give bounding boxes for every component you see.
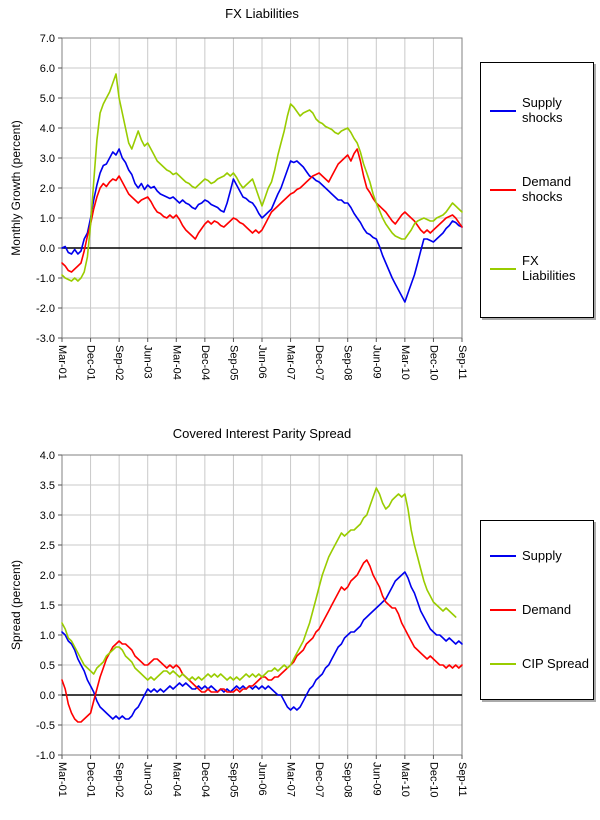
supply-shocks-line-sample bbox=[490, 109, 516, 112]
y-tick-label: 3.0 bbox=[40, 153, 55, 165]
y-tick-label: 2.5 bbox=[40, 540, 55, 552]
series-line-cip-spread bbox=[61, 487, 457, 681]
legend-entry-fx-liabilities: FX Liabilities bbox=[490, 253, 589, 284]
legend-entry-supply-shocks: Supply shocks bbox=[490, 94, 589, 126]
x-tick-label: Dec-01 bbox=[85, 345, 97, 380]
x-tick-label: Sep-11 bbox=[456, 762, 468, 797]
y-tick-label: 4.0 bbox=[40, 123, 55, 135]
demand-line-sample bbox=[490, 609, 516, 611]
legend-entry-demand-shocks: Demand shocks bbox=[490, 174, 589, 205]
legend-label-demand: Demand bbox=[522, 601, 572, 617]
y-tick-label: 5.0 bbox=[40, 93, 55, 105]
x-tick-label: Mar-01 bbox=[56, 345, 68, 380]
y-tick-label: 0.0 bbox=[40, 243, 55, 255]
x-tick-label: Sep-05 bbox=[227, 345, 239, 380]
cip-spread-line-sample bbox=[490, 663, 516, 665]
y-tick-label: -1.0 bbox=[36, 273, 55, 285]
y-tick-label: 7.0 bbox=[40, 33, 55, 45]
legend-label-supply: Supply bbox=[522, 547, 562, 563]
y-tick-label: 3.0 bbox=[40, 510, 55, 522]
x-tick-label: Sep-08 bbox=[342, 762, 354, 797]
cip-chart-title: Covered Interest Parity Spread bbox=[172, 426, 352, 441]
y-tick-label: 0.5 bbox=[40, 660, 55, 672]
y-tick-label: -0.5 bbox=[36, 720, 55, 732]
x-tick-label: Jun-06 bbox=[256, 345, 268, 379]
supply-line-sample bbox=[490, 555, 516, 557]
y-tick-label: 0.0 bbox=[40, 690, 55, 702]
x-tick-label: Mar-10 bbox=[399, 762, 411, 797]
x-tick-label: Sep-05 bbox=[227, 762, 239, 797]
x-tick-label: Dec-04 bbox=[199, 345, 211, 380]
x-tick-label: Mar-01 bbox=[56, 762, 68, 797]
legend-label-demand-shocks: Demand shocks bbox=[522, 174, 572, 204]
fx-chart-title: FX Liabilities bbox=[225, 6, 299, 21]
x-tick-label: Jun-03 bbox=[142, 762, 154, 796]
x-tick-label: Jun-06 bbox=[256, 762, 268, 796]
legend-label-supply-shocks: Supply shocks bbox=[522, 94, 563, 125]
x-tick-label: Mar-04 bbox=[170, 762, 182, 797]
legend-entry-cip-spread: CIP Spread bbox=[490, 655, 589, 672]
x-tick-label: Mar-10 bbox=[399, 345, 411, 380]
x-tick-label: Sep-08 bbox=[342, 345, 354, 380]
legend-label-fx-liabilities: FX Liabilities bbox=[522, 253, 576, 284]
legend-label-cip-spread: CIP Spread bbox=[522, 655, 589, 671]
x-tick-label: Mar-07 bbox=[285, 345, 297, 380]
demand-shocks-line-sample bbox=[490, 188, 516, 191]
x-tick-label: Jun-09 bbox=[370, 762, 382, 796]
x-tick-label: Sep-11 bbox=[456, 345, 468, 380]
y-tick-label: 1.0 bbox=[40, 630, 55, 642]
x-tick-label: Sep-02 bbox=[113, 345, 125, 380]
x-tick-label: Dec-07 bbox=[313, 345, 325, 380]
cip-legend: Supply Demand CIP Spread bbox=[480, 520, 594, 700]
series-line-demand-shocks bbox=[61, 148, 463, 273]
y-tick-label: 2.0 bbox=[40, 183, 55, 195]
fx-liabilities-chart: FX Liabilities Monthly Growth (percent) … bbox=[9, 6, 594, 380]
fx-plot-canvas: 7.06.05.04.03.02.01.00.0-1.0-2.0-3.0Mar-… bbox=[36, 33, 468, 380]
x-tick-label: Sep-02 bbox=[113, 762, 125, 797]
x-tick-label: Mar-04 bbox=[170, 345, 182, 380]
fx-legend: Supply shocks Demand shocks FX Liabiliti… bbox=[480, 62, 594, 318]
y-tick-label: 4.0 bbox=[40, 450, 55, 462]
y-tick-label: -2.0 bbox=[36, 303, 55, 315]
fx-liabilities-line-sample bbox=[490, 268, 516, 271]
x-tick-label: Dec-10 bbox=[427, 762, 439, 797]
x-tick-label: Mar-07 bbox=[285, 762, 297, 797]
series-line-supply bbox=[61, 571, 463, 720]
y-tick-label: 3.5 bbox=[40, 480, 55, 492]
cip-plot-canvas: 4.03.53.02.52.01.51.00.50.0-0.5-1.0Mar-0… bbox=[36, 450, 468, 797]
x-tick-label: Jun-03 bbox=[142, 345, 154, 379]
y-tick-label: 6.0 bbox=[40, 63, 55, 75]
y-tick-label: 1.5 bbox=[40, 600, 55, 612]
y-tick-label: -1.0 bbox=[36, 750, 55, 762]
x-tick-label: Jun-09 bbox=[370, 345, 382, 379]
x-tick-label: Dec-04 bbox=[199, 762, 211, 797]
y-tick-label: 2.0 bbox=[40, 570, 55, 582]
series-line-supply-shocks bbox=[61, 148, 463, 303]
series-line-fx-liabilities bbox=[61, 73, 463, 282]
y-tick-label: 1.0 bbox=[40, 213, 55, 225]
y-tick-label: -3.0 bbox=[36, 333, 55, 345]
x-tick-label: Dec-07 bbox=[313, 762, 325, 797]
x-tick-label: Dec-10 bbox=[427, 345, 439, 380]
x-tick-label: Dec-01 bbox=[85, 762, 97, 797]
legend-entry-supply: Supply bbox=[490, 547, 589, 564]
legend-entry-demand: Demand bbox=[490, 601, 589, 618]
cip-spread-chart: Covered Interest Parity Spread Spread (p… bbox=[0, 410, 600, 820]
